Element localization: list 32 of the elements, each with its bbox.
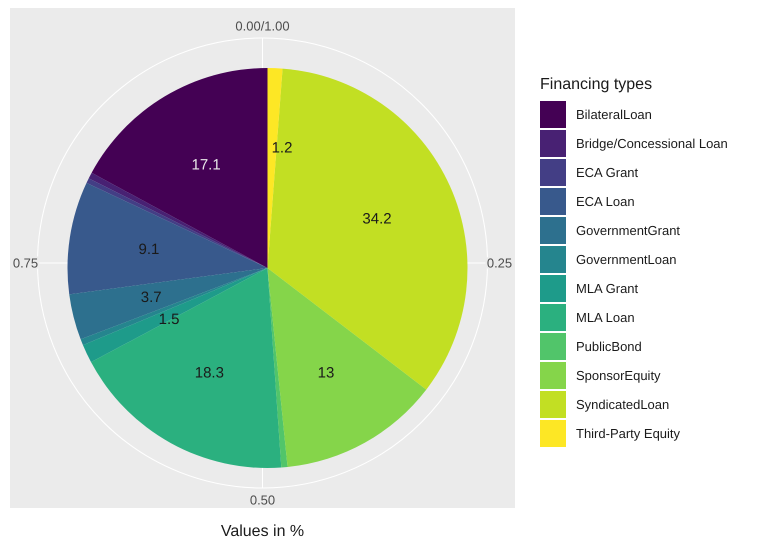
data-label: 9.1 (138, 241, 160, 258)
data-label: 17.1 (191, 156, 221, 174)
data-label: 18.3 (194, 364, 224, 382)
legend-label: SponsorEquity (576, 368, 661, 383)
pie-slice (268, 268, 288, 468)
pie-slice (268, 68, 468, 390)
data-label: 13 (318, 364, 334, 382)
legend-label: SyndicatedLoan (576, 397, 670, 412)
pie-slice (91, 268, 282, 468)
data-label: 1.2 (272, 140, 292, 157)
text: Values in % (220, 523, 306, 541)
legend-label: Third-Party Equity (576, 426, 680, 441)
data-label: 34.2 (362, 210, 392, 228)
pie-slice (92, 68, 268, 268)
data-label: 1.5 (158, 310, 180, 328)
text: 0.00/1.00 (235, 18, 290, 34)
pie-slice (268, 268, 426, 467)
legend-title: Financing types (540, 76, 654, 94)
legend-label: GovernmentLoan (576, 252, 676, 267)
legend-label: MLA Loan (576, 310, 635, 325)
legend-label: MLA Grant (576, 281, 638, 296)
text: 0.50 (250, 492, 276, 508)
text: 0.25 (486, 256, 512, 270)
data-label: 3.7 (140, 288, 162, 306)
legend-label: BilateralLoan (576, 107, 652, 122)
legend-label: Bridge/Concessional Loan (576, 136, 728, 151)
legend-label: GovernmentGrant (576, 223, 680, 238)
legend-label: ECA Grant (576, 165, 638, 180)
legend-label: ECA Loan (576, 194, 635, 209)
pie-slice (82, 268, 268, 362)
text: 0.75 (12, 256, 38, 270)
legend-label: PublicBond (576, 339, 642, 354)
